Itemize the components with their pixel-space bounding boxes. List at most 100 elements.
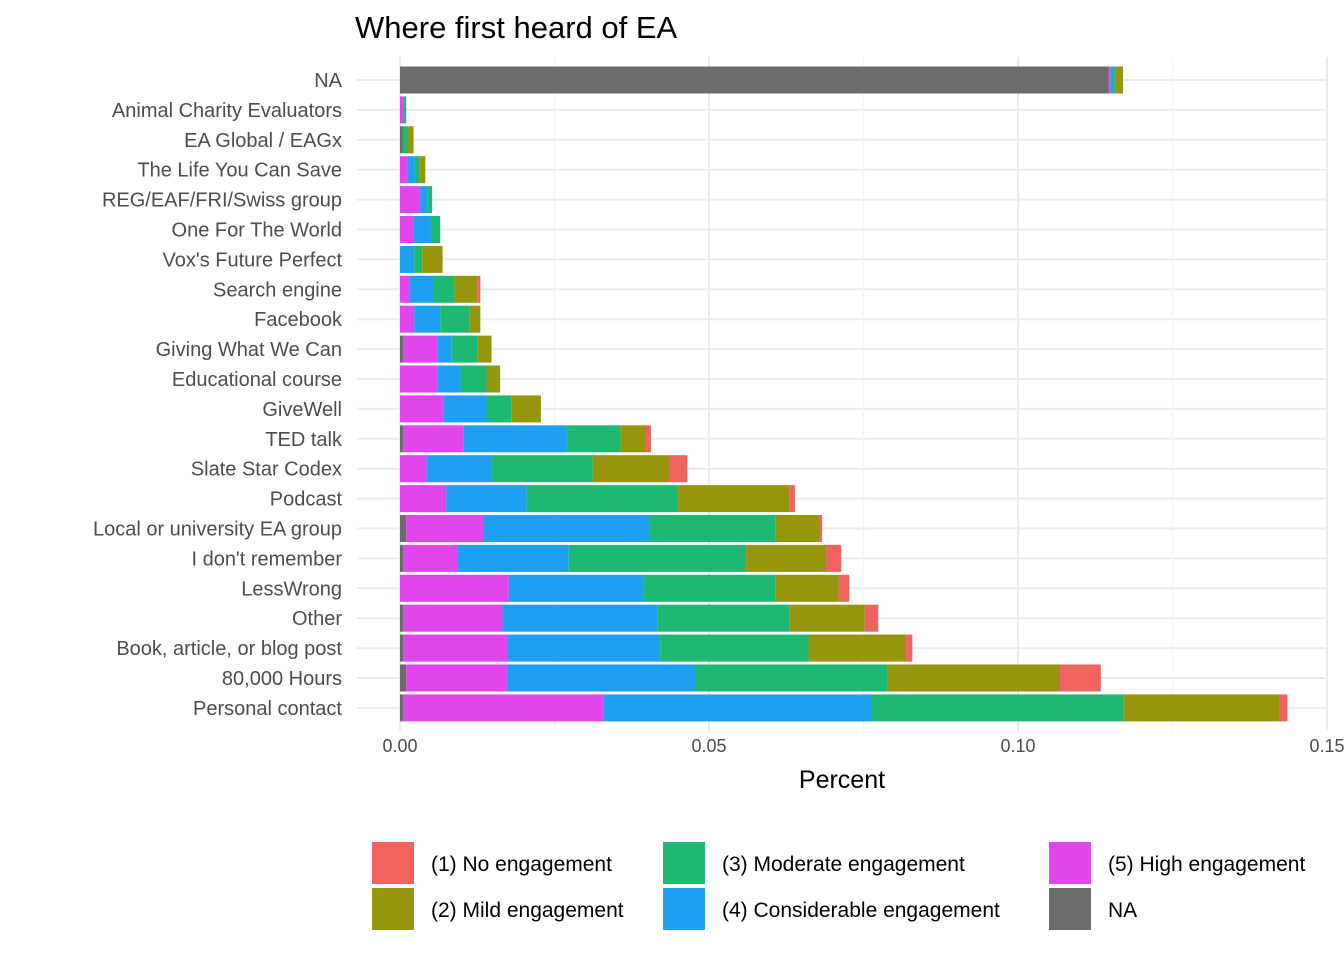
bar-segment	[400, 604, 404, 632]
category-label: GiveWell	[262, 399, 342, 421]
category-label: I don't remember	[191, 548, 342, 570]
bar-segment	[400, 694, 404, 722]
bar-segment	[433, 275, 455, 303]
bar-segment	[440, 305, 470, 333]
bar-segment	[526, 485, 679, 513]
bar-segment	[887, 664, 1061, 692]
category-label: Book, article, or blog post	[116, 638, 342, 660]
bar-segment	[819, 515, 823, 542]
bar-segment	[507, 634, 661, 662]
bar-segment	[400, 66, 1109, 94]
bar-segment	[775, 574, 839, 602]
category-label: LessWrong	[241, 578, 342, 600]
bar-segment	[678, 485, 790, 513]
bar-segment	[1108, 66, 1111, 94]
bar-segment	[446, 485, 527, 513]
category-label: Giving What We Can	[156, 339, 342, 361]
x-tick-label: 0.10	[1000, 736, 1035, 756]
bar-segment	[486, 395, 512, 423]
bar-segment	[400, 335, 404, 363]
bar-segment	[403, 694, 604, 722]
bar-segment	[645, 425, 651, 453]
bar-segment	[696, 664, 888, 692]
category-label: Vox's Future Perfect	[163, 249, 343, 271]
bar-segment	[400, 186, 421, 214]
bar-segment	[864, 604, 879, 632]
category-label: TED talk	[265, 429, 343, 451]
bar-segment	[400, 544, 404, 572]
bar-segment	[400, 515, 407, 542]
bar-segment	[400, 96, 404, 124]
bar-segment	[508, 574, 645, 602]
bar-segment	[400, 216, 414, 243]
bar-segment	[1060, 664, 1101, 692]
bar-segment	[413, 216, 431, 243]
bar-segment	[644, 574, 776, 602]
bar-segment	[403, 335, 438, 363]
bar-segment	[414, 305, 441, 333]
bar-segment	[808, 634, 907, 662]
bar-segment	[775, 515, 820, 542]
x-tick-label: 0.00	[382, 736, 417, 756]
bar-segment	[430, 216, 441, 243]
category-label: Personal contact	[193, 698, 342, 720]
category-label: 80,000 Hours	[222, 668, 342, 690]
bar-segment	[400, 574, 509, 602]
legend-swatch	[1049, 842, 1091, 884]
legend-label: (1) No engagement	[431, 853, 612, 876]
bar-segment	[422, 245, 443, 273]
bar-segment	[437, 335, 452, 363]
bar-segment	[400, 126, 403, 154]
bar-segment	[400, 395, 444, 423]
bar-segment	[511, 395, 541, 423]
legend-swatch	[663, 842, 705, 884]
bar-segment	[400, 634, 404, 662]
category-label: Animal Charity Evaluators	[112, 100, 342, 122]
bar-segment	[1123, 694, 1280, 722]
bar-segment	[400, 425, 404, 453]
bar-segment	[649, 515, 776, 542]
bar-segment	[403, 634, 508, 662]
bar-segment	[463, 425, 567, 453]
bar-segment	[420, 186, 428, 214]
bar-segment	[403, 544, 458, 572]
bar-segment	[566, 425, 621, 453]
bar-segment	[400, 485, 447, 513]
bar-segment	[400, 305, 415, 333]
legend-label: NA	[1108, 899, 1137, 922]
bar-segment	[403, 425, 464, 453]
bar-segment	[400, 245, 415, 273]
category-label: REG/EAF/FRI/Swiss group	[102, 190, 342, 212]
legend-label: (3) Moderate engagement	[722, 853, 965, 876]
bar-segment	[746, 544, 827, 572]
bar-segment	[419, 156, 426, 184]
bar-segment	[603, 694, 872, 722]
bar-segment	[427, 186, 433, 214]
bar-segment	[400, 156, 408, 184]
category-label: NA	[314, 70, 342, 92]
legend-label: (4) Considerable engagement	[722, 899, 1000, 922]
bar-segment	[403, 604, 503, 632]
category-label: Educational course	[172, 369, 342, 391]
bar-segment	[451, 335, 478, 363]
x-axis-ticks: 0.00 0.05 0.10 0.15	[382, 736, 1344, 756]
bar-segment	[414, 245, 423, 273]
bar-segment	[906, 634, 913, 662]
bar-segment	[400, 455, 427, 483]
bar-segment	[492, 455, 593, 483]
bar-segment	[838, 574, 850, 602]
legend: (1) No engagement (2) Mild engagement (3) …	[372, 842, 1305, 930]
bar-segment	[477, 335, 492, 363]
legend-swatch	[372, 888, 414, 930]
bar-segment	[469, 305, 481, 333]
bar-segment	[454, 275, 478, 303]
category-label: EA Global / EAGx	[184, 130, 342, 152]
bar-segment	[592, 455, 671, 483]
category-label: Search engine	[213, 279, 342, 301]
bar-segment	[400, 275, 410, 303]
bar-segment	[1113, 66, 1116, 94]
legend-swatch	[372, 842, 414, 884]
bar-segment	[402, 126, 409, 154]
